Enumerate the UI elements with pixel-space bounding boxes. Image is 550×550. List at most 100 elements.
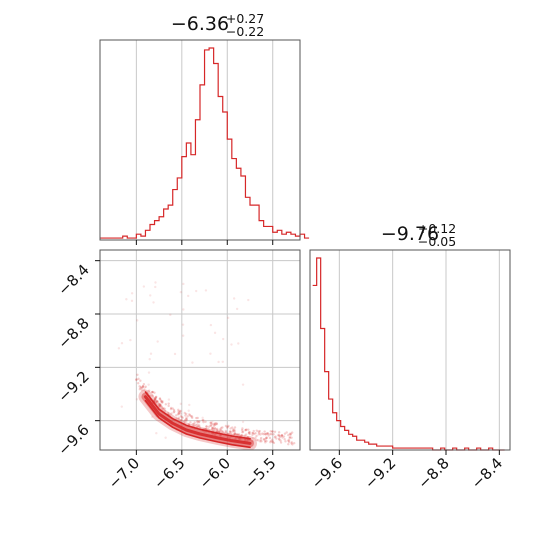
joint-scatter-point [259,438,262,441]
joint-scatter-point [271,430,274,433]
joint-scatter-point [212,428,216,431]
joint-scatter-point [253,432,256,436]
joint-scatter-point [251,439,254,443]
joint-scatter-point [153,397,157,401]
joint-scatter-point [231,428,235,431]
joint-scatter-point [293,441,296,445]
joint-scatter-point [254,436,257,440]
joint-scatter-point [158,404,162,407]
joint-scatter-point [255,438,258,442]
joint-scatter-point [205,425,208,428]
joint-x-tick-labels: −7.0 −6.5 −6.0 −5.5 [105,454,280,492]
joint-scatter-point [265,436,269,440]
joint-x-tick-label: −6.0 [196,454,234,492]
joint-scatter-point [237,342,240,345]
joint-scatter-point [287,439,291,442]
joint-scatter-point [241,420,245,424]
joint-scatter-point [204,420,207,424]
joint-scatter-point [171,407,174,410]
joint-scatter-point [240,428,244,432]
joint-scatter-point [221,337,225,341]
joint-scatter-point [269,430,272,433]
joint-scatter-point [280,434,284,437]
joint-scatter-point [151,390,154,394]
joint-scatter-point [197,424,200,427]
joint-scatter-point [247,428,250,431]
joint-scatter-point [261,432,264,435]
joint-scatter-point [244,428,248,432]
joint-scatter-point [268,436,272,440]
joint-scatter-point [187,409,190,412]
joint-scatter-point [209,424,213,428]
joint-scatter-point [277,434,280,437]
hist2-frame [309,249,511,451]
joint-scatter-point [265,439,268,443]
joint-scatter-point [278,434,281,437]
hist1-frame [99,39,301,241]
joint-scatter-point [280,434,284,437]
joint-scatter-point [175,414,178,417]
joint-scatter-point [188,403,191,407]
joint-scatter-point [235,433,238,436]
joint-scatter-point [209,323,213,327]
joint-scatter-point [183,418,187,422]
joint-scatter-point [177,410,180,413]
joint-scatter-point [161,401,164,404]
joint-scatter-point [204,427,207,431]
joint-scatter-point [184,414,187,417]
joint-scatter-point [244,438,247,441]
joint-scatter-point [189,421,192,424]
joint-scatter-point [204,289,208,292]
joint-scatter-point [196,425,199,429]
joint-scatter-point [155,395,158,398]
joint-scatter-point [277,433,280,437]
joint-scatter-point [192,422,196,426]
joint-scatter-point [279,441,283,444]
joint-scatter-point [190,416,194,420]
joint-scatter-point [241,430,245,433]
joint-scatter-point [213,427,217,430]
joint-scatter-point [217,360,220,364]
joint-scatter-point [232,297,236,300]
joint-scatter-point [169,313,172,317]
joint-scatter-point [186,415,189,418]
joint-scatter-point [196,419,199,423]
hist1-ticks [135,240,274,245]
joint-scatter-point [198,424,201,427]
joint-scatter-point [130,299,134,303]
joint-scatter-point [163,407,166,410]
joint-scatter-point [237,433,240,437]
joint-scatter-point [214,423,217,426]
joint-scatter-point [130,292,134,295]
joint-scatter-point [164,436,167,439]
joint-scatter-point [189,415,193,418]
joint-scatter-point [201,419,204,422]
joint-scatter-point [264,433,268,436]
joint-scatter-point [138,385,141,388]
joint-y-tick-label: −8.4 [54,261,92,299]
joint-scatter-point [278,438,281,441]
joint-scatter-point [266,432,270,436]
joint-scatter-point [256,439,260,442]
joint-scatter-point [245,439,249,442]
joint-scatter-point [151,415,154,419]
joint-scatter-point [177,418,180,421]
joint-scatter-point [197,421,201,424]
joint-y-tick-label: −9.2 [54,367,92,405]
joint-scatter-point [179,402,182,406]
joint-gridlines [100,250,300,450]
joint-scatter-point [173,410,176,413]
joint-scatter-point [202,420,205,424]
joint-scatter-point [247,431,251,434]
joint-scatter-point [141,385,145,389]
joint-scatter-point [210,426,214,430]
hist2-title-upper: +0.12 [418,221,456,236]
joint-scatter-point [215,422,218,425]
joint-scatter-point [194,289,198,293]
joint-scatter-point [240,434,244,437]
joint-scatter-point [288,435,292,439]
joint-scatter-point [239,437,242,440]
joint-scatter-point [277,437,281,440]
joint-scatter-point [234,437,237,441]
